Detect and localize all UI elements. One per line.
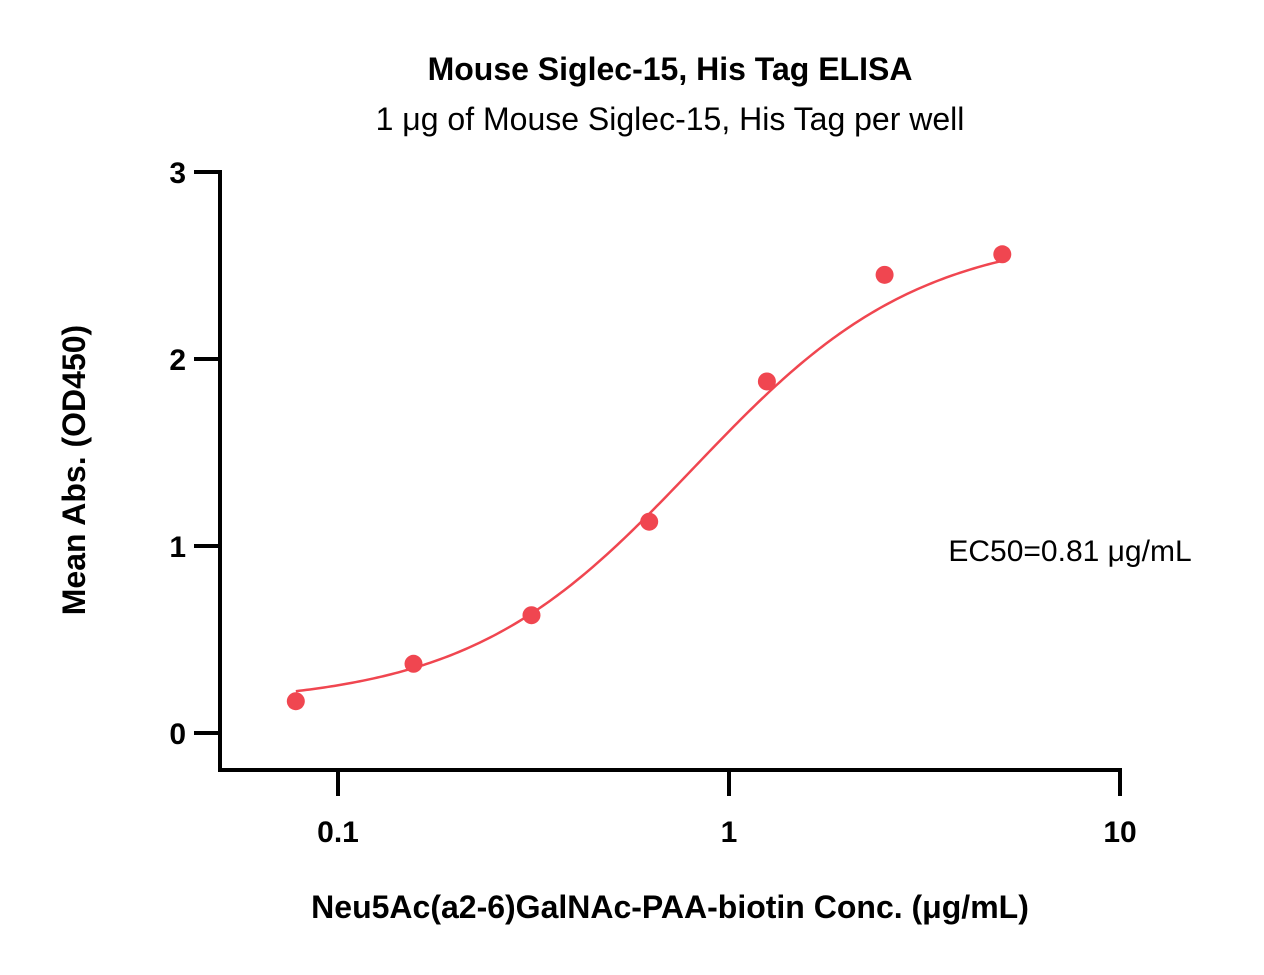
x-tick-label: 1 [721, 816, 738, 849]
ec50-annotation: EC50=0.81 μg/mL [948, 535, 1191, 568]
data-points [286, 245, 1012, 711]
x-tick-label: 0.1 [317, 816, 359, 849]
fit-curve-group [295, 259, 1003, 693]
data-point [522, 606, 541, 625]
y-tick-label: 2 [169, 344, 186, 377]
data-point [993, 245, 1012, 264]
x-tick-label: 10 [1103, 816, 1136, 849]
y-axis-label: Mean Abs. (OD450) [56, 325, 92, 615]
x-axis-label: Neu5Ac(a2-6)GalNAc-PAA-biotin Conc. (μg/… [311, 889, 1029, 925]
y-tick-label: 1 [169, 531, 186, 564]
fit-curve [295, 259, 1003, 693]
chart-title: Mouse Siglec-15, His Tag ELISA [428, 51, 913, 87]
data-point [640, 512, 659, 531]
y-tick-label: 3 [169, 157, 186, 190]
chart-subtitle: 1 μg of Mouse Siglec-15, His Tag per wel… [376, 101, 965, 137]
axes [218, 170, 1122, 772]
ticks: 0 1 2 3 0.1 1 10 [169, 157, 1136, 849]
data-point [404, 654, 423, 673]
y-tick-label: 0 [169, 718, 186, 751]
data-point [875, 265, 894, 284]
data-point [757, 372, 776, 391]
data-point [286, 692, 305, 711]
